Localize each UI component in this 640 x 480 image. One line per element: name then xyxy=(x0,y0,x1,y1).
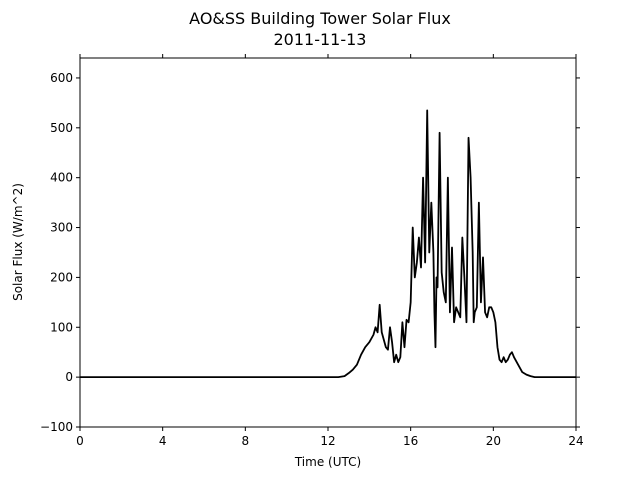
x-tick-label: 20 xyxy=(486,434,501,448)
x-tick-label: 16 xyxy=(403,434,418,448)
y-tick-label: −100 xyxy=(40,420,73,434)
x-tick-label: 0 xyxy=(76,434,84,448)
x-tick-label: 24 xyxy=(568,434,583,448)
y-tick-label: 200 xyxy=(50,270,73,284)
plot-frame xyxy=(79,57,577,428)
y-tick-label: 100 xyxy=(50,320,73,334)
x-tick-label: 8 xyxy=(242,434,250,448)
x-tick-label: 12 xyxy=(320,434,335,448)
plot-area xyxy=(80,58,576,427)
y-tick-label: 500 xyxy=(50,121,73,135)
chart-title: AO&SS Building Tower Solar Flux xyxy=(189,9,451,28)
x-tick-label: 4 xyxy=(159,434,167,448)
y-tick-label: 400 xyxy=(50,171,73,185)
chart-subtitle: 2011-11-13 xyxy=(274,30,367,49)
x-axis-label: Time (UTC) xyxy=(294,455,361,469)
y-tick-label: 300 xyxy=(50,221,73,235)
y-tick-label: 0 xyxy=(65,370,73,384)
series-line xyxy=(80,109,576,379)
y-axis-label: Solar Flux (W/m^2) xyxy=(11,183,25,301)
y-tick-label: 600 xyxy=(50,71,73,85)
